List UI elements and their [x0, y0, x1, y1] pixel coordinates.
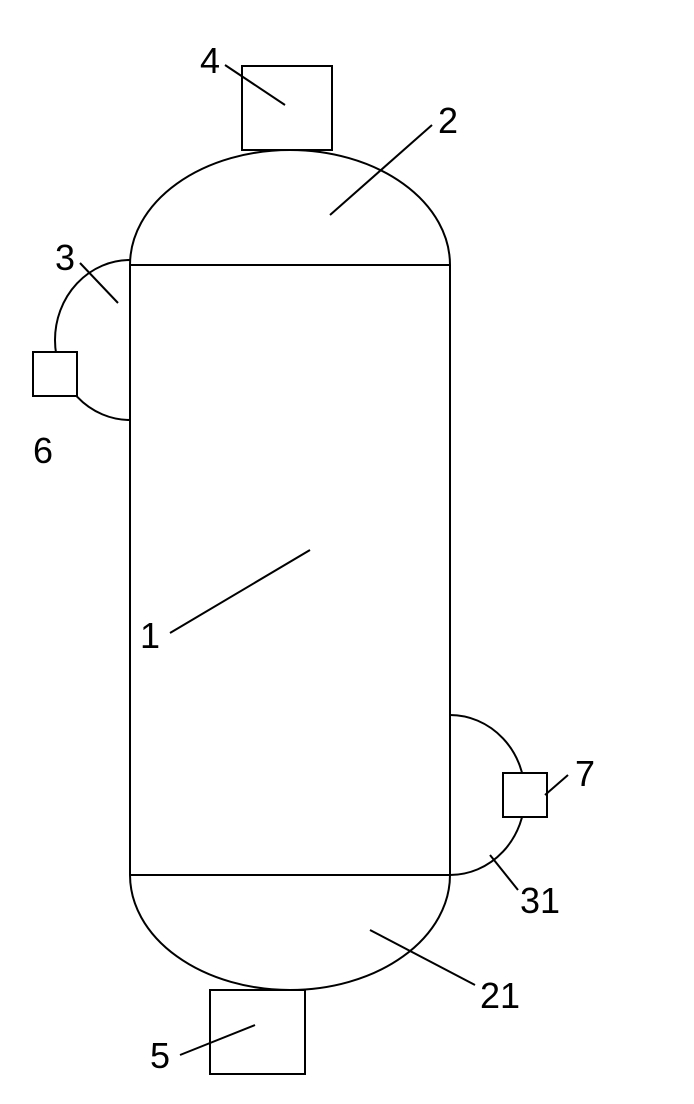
label-7: 7 [575, 753, 595, 795]
label-2: 2 [438, 100, 458, 142]
label-3: 3 [55, 237, 75, 279]
label-21: 21 [480, 975, 520, 1017]
label-5: 5 [150, 1035, 170, 1077]
label-6: 6 [33, 430, 53, 472]
label-1: 1 [140, 615, 160, 657]
label-4: 4 [200, 40, 220, 82]
vessel-diagram [0, 0, 694, 1104]
label-31: 31 [520, 880, 560, 922]
